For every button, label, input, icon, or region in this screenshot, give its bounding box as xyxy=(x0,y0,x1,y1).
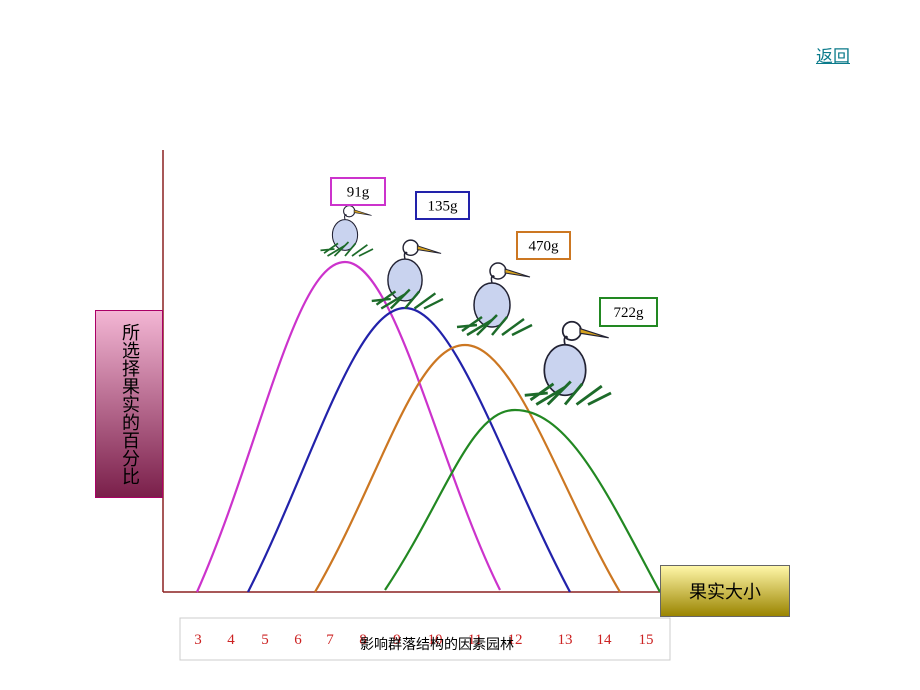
footer: 影响群落结构的因素园林 xyxy=(360,637,514,653)
bird-neck xyxy=(403,251,408,260)
x-tick-label: 7 xyxy=(326,632,334,648)
bird xyxy=(524,320,612,406)
x-tick-label: 12 xyxy=(508,632,523,648)
bird-body xyxy=(331,219,359,251)
bird xyxy=(371,239,444,310)
curve-label-box xyxy=(415,191,470,220)
bird xyxy=(320,205,374,257)
bird-beak xyxy=(504,268,531,278)
x-tick-label: 14 xyxy=(597,632,613,648)
curve-label-box xyxy=(516,231,571,260)
x-tick-label: 10 xyxy=(428,632,443,648)
curve-label: 135g xyxy=(428,199,459,215)
x-tick-label: 9 xyxy=(393,632,401,648)
curve-label: 91g xyxy=(347,185,370,201)
bird-beak xyxy=(416,245,442,254)
curve-label-box xyxy=(330,177,386,206)
x-tick-label: 11 xyxy=(468,632,482,648)
x-tick-label: 4 xyxy=(227,632,235,648)
grass xyxy=(371,288,444,310)
curve xyxy=(195,260,501,593)
bird xyxy=(456,262,533,337)
grass xyxy=(320,241,374,257)
grass xyxy=(456,314,533,337)
bird-beak xyxy=(353,209,372,216)
curve-label: 722g xyxy=(614,305,645,321)
curve xyxy=(384,408,661,593)
bird-neck xyxy=(563,335,569,345)
bird-icons xyxy=(320,205,612,406)
tick-box xyxy=(179,617,671,661)
x-tick-label: 15 xyxy=(639,632,654,648)
grass xyxy=(524,380,612,406)
bird-neck xyxy=(344,214,347,220)
x-tick-label: 6 xyxy=(294,632,302,648)
bird-body xyxy=(543,343,587,397)
curve xyxy=(314,343,621,593)
curve-label-box xyxy=(599,297,658,327)
back-link[interactable]: 返回 xyxy=(816,47,850,66)
x-tick-label: 5 xyxy=(261,632,269,648)
bird-neck xyxy=(490,275,495,284)
x-axis-label: 果实大小 xyxy=(660,565,790,617)
curve-label: 470g xyxy=(529,239,560,255)
x-tick-label: 8 xyxy=(359,632,367,648)
bird-beak xyxy=(579,327,609,339)
x-tick-label: 3 xyxy=(194,632,202,648)
x-tick-label: 13 xyxy=(558,632,573,648)
y-axis-label: 所选择果实的百分比 xyxy=(95,310,163,498)
bird-body xyxy=(387,258,423,302)
